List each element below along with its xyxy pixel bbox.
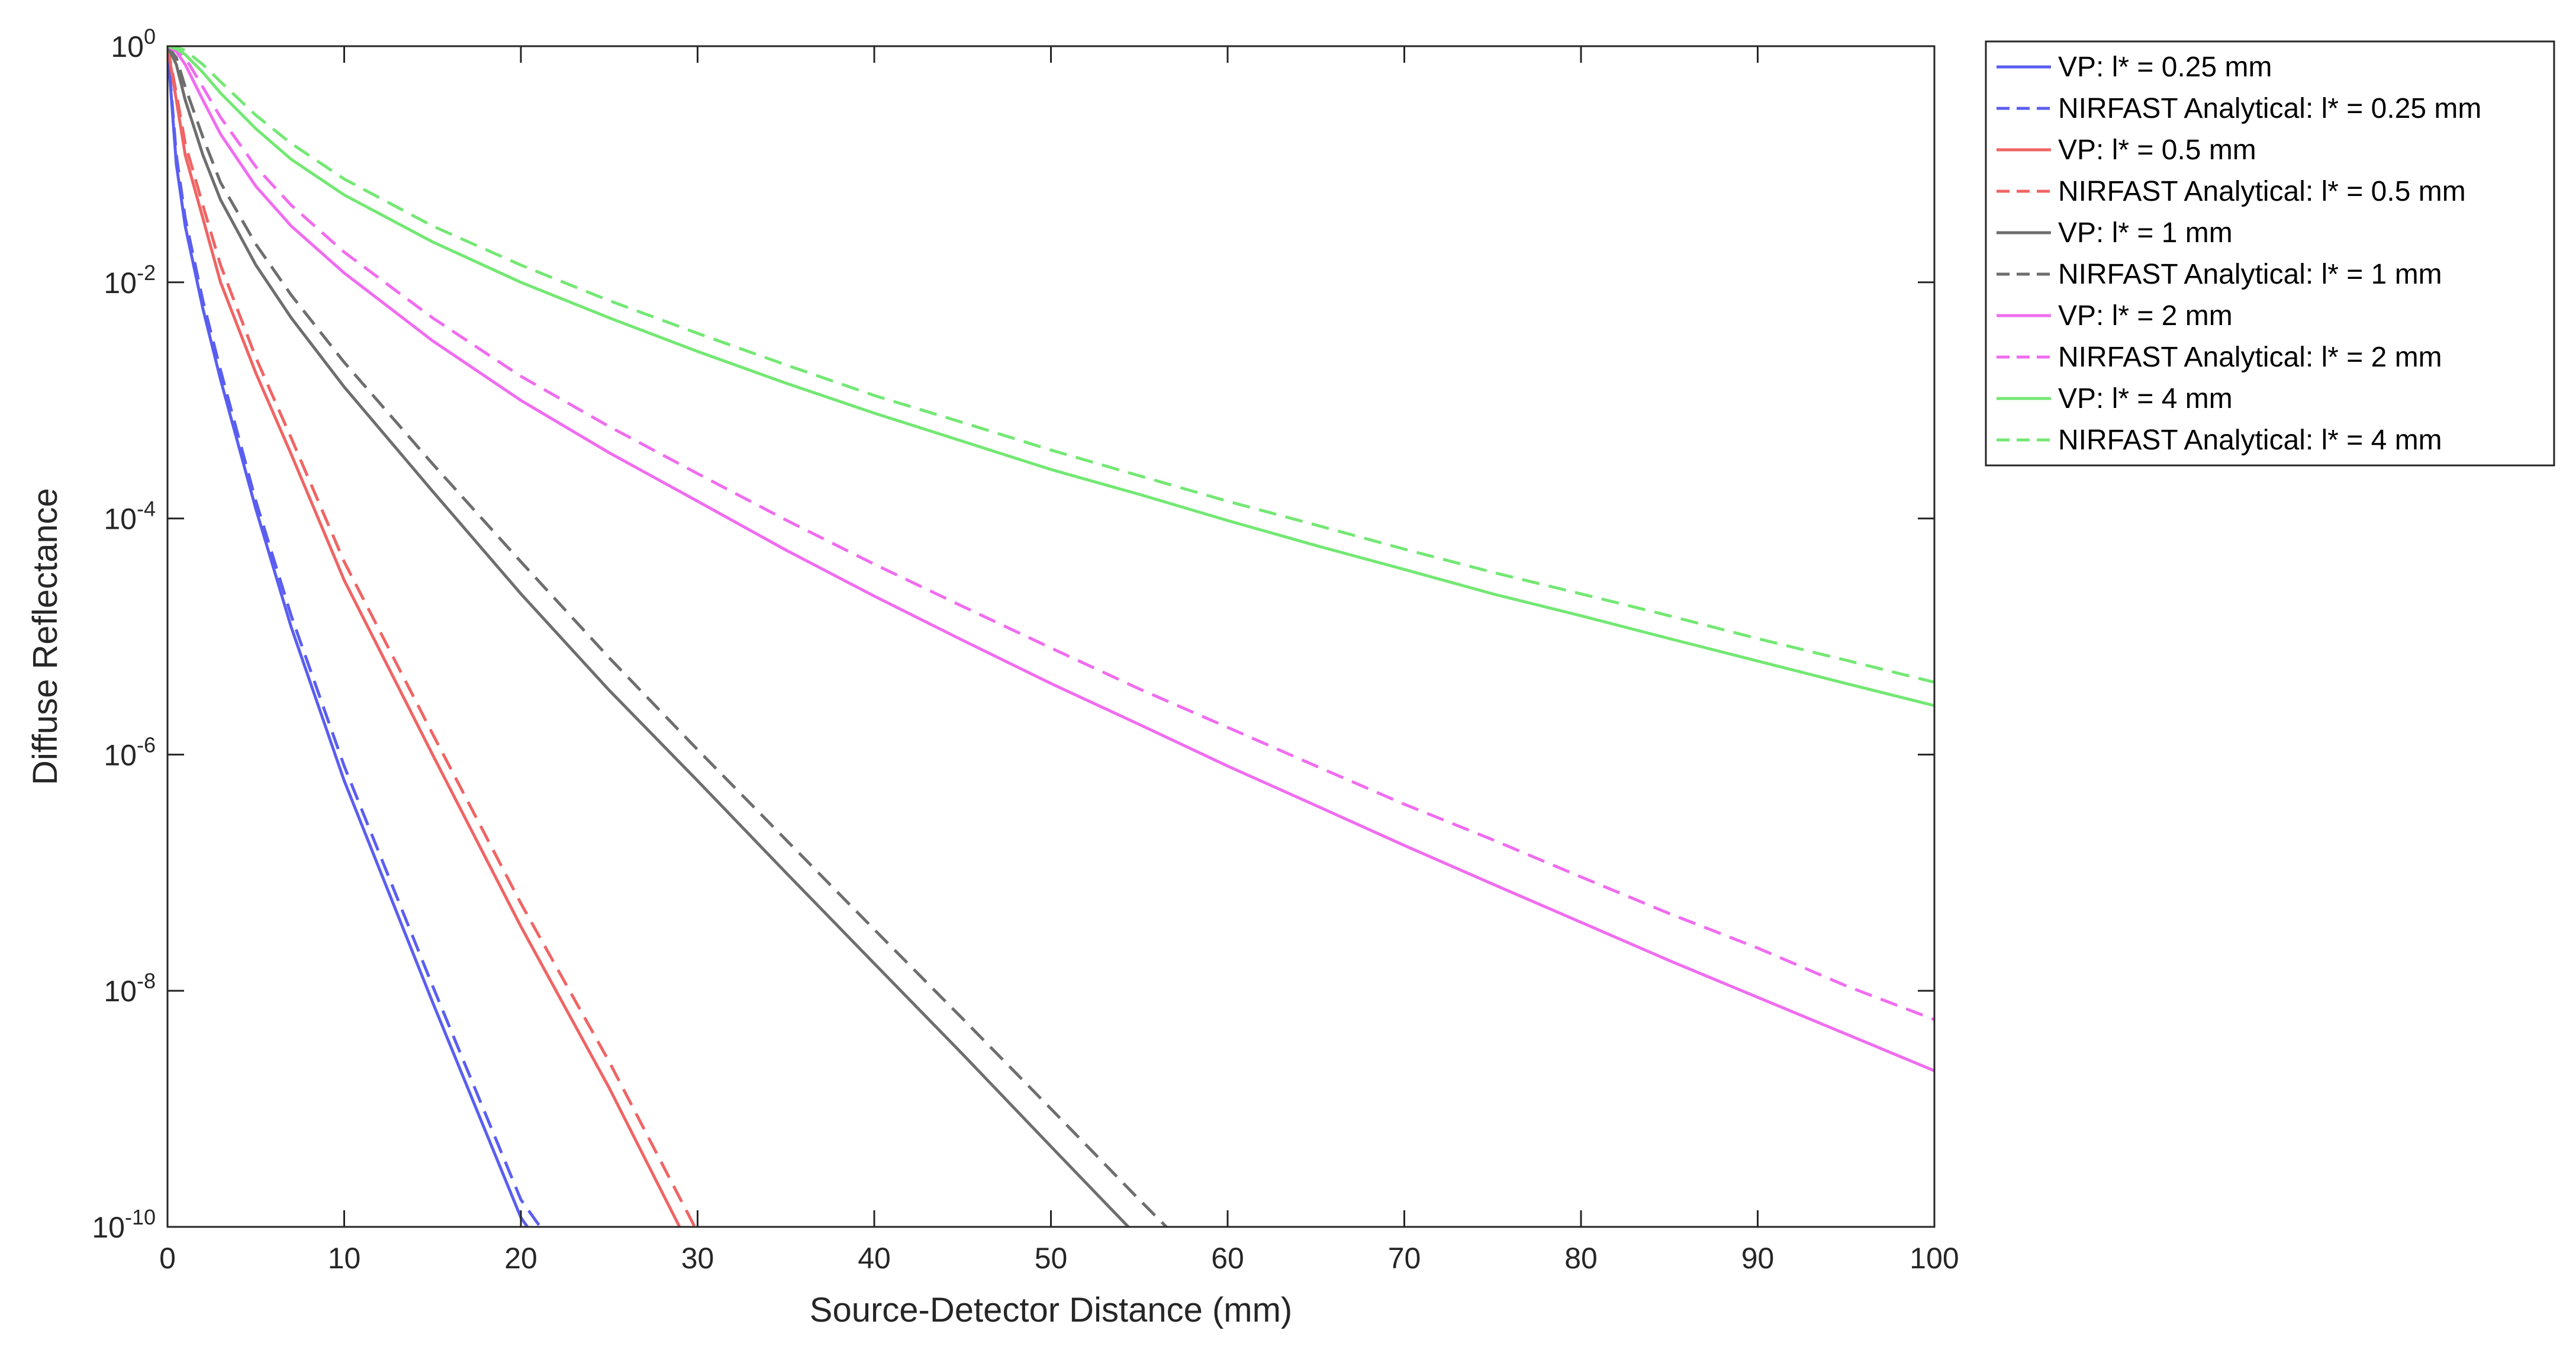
- legend-entry-label: VP: l* = 2 mm: [2058, 300, 2233, 332]
- x-tick-label: 80: [1564, 1242, 1598, 1275]
- series-line-1: [168, 46, 530, 1227]
- x-tick-label: 50: [1035, 1242, 1068, 1275]
- y-tick-label: 10-8: [104, 969, 156, 1008]
- series-line-6: [168, 46, 1168, 1227]
- series-line-7: [168, 46, 1934, 1072]
- y-axis-label: Diffuse Reflectance: [26, 488, 65, 785]
- y-tick-label: 10-10: [92, 1205, 156, 1244]
- legend-entry-label: NIRFAST Analytical: l* = 1 mm: [2058, 259, 2442, 290]
- x-tick-label: 40: [858, 1242, 891, 1275]
- ticks-layer: 0 10 20 30 40 50 60 70 80 90 100 10-10 10-8 10-6 10-4 1…: [92, 24, 1959, 1275]
- y-tick-label: 10-4: [104, 497, 156, 536]
- x-tick-label: 60: [1211, 1242, 1244, 1275]
- series-line-4: [168, 46, 697, 1227]
- y-tick-label: 10-2: [104, 261, 156, 300]
- plot-area: [166, 45, 1936, 1228]
- series-line-10: [168, 46, 1934, 684]
- series-line-2: [168, 46, 542, 1227]
- series-line-3: [168, 46, 681, 1227]
- series-line-8: [168, 46, 1934, 1021]
- x-tick-label: 90: [1741, 1242, 1775, 1275]
- legend-entry-label: NIRFAST Analytical: l* = 4 mm: [2058, 425, 2442, 456]
- y-tick-label: 10-6: [104, 732, 156, 772]
- x-tick-label: 30: [681, 1242, 714, 1275]
- series-line-5: [168, 46, 1131, 1227]
- x-tick-label: 20: [504, 1242, 537, 1275]
- series-line-9: [168, 46, 1934, 708]
- legend-entry-label: VP: l* = 0.25 mm: [2058, 52, 2272, 83]
- legend-entry-label: VP: l* = 4 mm: [2058, 383, 2233, 414]
- x-tick-label: 10: [328, 1242, 361, 1275]
- x-tick-label: 100: [1910, 1242, 1959, 1275]
- legend-entry-label: VP: l* = 1 mm: [2058, 217, 2233, 249]
- x-tick-label: 70: [1388, 1242, 1421, 1275]
- legend-entry-label: NIRFAST Analytical: l* = 0.5 mm: [2058, 176, 2466, 207]
- legend: VP: l* = 0.25 mm NIRFAST Analytical: l* =…: [1985, 40, 2555, 467]
- x-tick-label: 0: [159, 1242, 176, 1275]
- y-tick-label: 100: [111, 24, 156, 63]
- legend-entry-label: NIRFAST Analytical: l* = 0.25 mm: [2058, 93, 2481, 124]
- series-layer: [168, 46, 1934, 1227]
- legend-entry-label: NIRFAST Analytical: l* = 2 mm: [2058, 342, 2442, 373]
- plot-background: [168, 46, 1934, 1227]
- x-axis-label: Source-Detector Distance (mm): [810, 1291, 1292, 1329]
- legend-entry-label: VP: l* = 0.5 mm: [2058, 134, 2256, 166]
- legend-box: [1985, 40, 2555, 467]
